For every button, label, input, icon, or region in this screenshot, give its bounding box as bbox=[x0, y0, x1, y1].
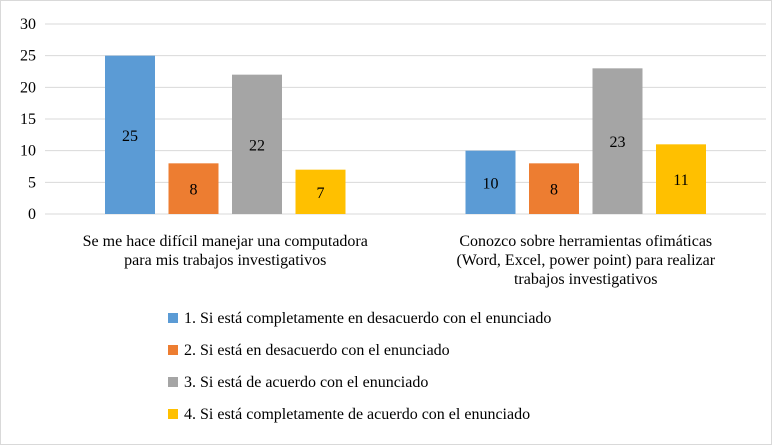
data-label: 23 bbox=[610, 134, 626, 151]
x-category-label: Se me hace difícil manejar una computado… bbox=[83, 233, 368, 250]
legend-label: 4. Si está completamente de acuerdo con … bbox=[184, 406, 530, 423]
bar bbox=[529, 163, 579, 214]
y-tick-label: 20 bbox=[20, 79, 36, 96]
y-tick-label: 25 bbox=[20, 48, 36, 65]
legend-swatch bbox=[168, 377, 178, 387]
data-label: 8 bbox=[190, 182, 198, 199]
data-label: 22 bbox=[249, 137, 265, 154]
bars: 25 8 22 7 10 8 23 11 bbox=[105, 55, 706, 215]
legend-swatch bbox=[168, 345, 178, 355]
x-category-label: para mis trabajos investigativos bbox=[124, 252, 326, 269]
bar bbox=[295, 169, 346, 214]
y-tick-label: 15 bbox=[20, 111, 36, 128]
legend-label: 1. Si está completamente en desacuerdo c… bbox=[184, 310, 551, 327]
x-category-label: Conozco sobre herramientas ofimáticas bbox=[459, 233, 712, 250]
gridlines bbox=[45, 23, 766, 215]
x-category-label: trabajos investigativos bbox=[514, 271, 658, 288]
bar bbox=[168, 163, 219, 214]
x-category-label: (Word, Excel, power point) para realizar bbox=[456, 252, 715, 269]
y-tick-label: 10 bbox=[20, 143, 36, 160]
data-label: 11 bbox=[673, 172, 688, 189]
legend-label: 3. Si está de acuerdo con el enunciado bbox=[184, 374, 428, 391]
legend-label: 2. Si está en desacuerdo con el enunciad… bbox=[184, 342, 450, 359]
bar bbox=[232, 74, 282, 215]
legend-swatch bbox=[168, 409, 178, 419]
bar bbox=[656, 144, 706, 214]
data-label: 8 bbox=[550, 182, 558, 199]
y-tick-label: 0 bbox=[28, 206, 36, 223]
x-axis: Se me hace difícil manejar una computado… bbox=[83, 233, 716, 288]
y-axis: 0 5 10 15 20 25 30 bbox=[20, 16, 36, 223]
y-tick-label: 5 bbox=[28, 174, 36, 191]
y-tick-label: 30 bbox=[20, 16, 36, 33]
legend-swatch bbox=[168, 313, 178, 323]
bar bbox=[465, 150, 516, 214]
data-label: 7 bbox=[317, 185, 325, 202]
bar bbox=[105, 55, 155, 214]
data-label: 10 bbox=[483, 175, 499, 192]
bar bbox=[592, 68, 643, 214]
data-label: 25 bbox=[122, 128, 138, 145]
legend: 1. Si está completamente en desacuerdo c… bbox=[168, 310, 551, 423]
